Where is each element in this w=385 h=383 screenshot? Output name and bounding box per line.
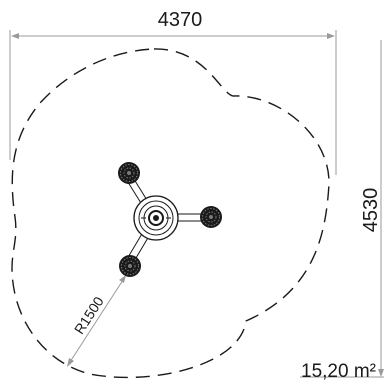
- radius-dimension-label: R1500: [71, 293, 107, 336]
- height-arrow-bottom: [378, 369, 384, 377]
- safety-zone-outline: [11, 48, 330, 379]
- radius-arrow-outer: [67, 358, 74, 367]
- rotating-hub-icon: [133, 195, 179, 241]
- carousel-equipment: [118, 162, 222, 277]
- height-dimension: 4530: [300, 40, 384, 378]
- tire-seat-icon-top: [118, 162, 140, 184]
- radius-arrow-inner: [119, 275, 126, 283]
- width-arrow-right: [327, 33, 335, 39]
- width-dimension: 4370: [9, 9, 337, 175]
- radius-dimension-line: [67, 276, 126, 366]
- height-dimension-label: 4530: [360, 188, 382, 233]
- radius-dimension: R1500: [67, 275, 126, 367]
- tire-seat-icon-right: [200, 206, 222, 228]
- area-label: 15,20 m²: [301, 361, 376, 382]
- width-dimension-label: 4370: [158, 9, 203, 31]
- tire-seat-icon-bottom: [119, 255, 141, 277]
- width-arrow-left: [11, 33, 19, 39]
